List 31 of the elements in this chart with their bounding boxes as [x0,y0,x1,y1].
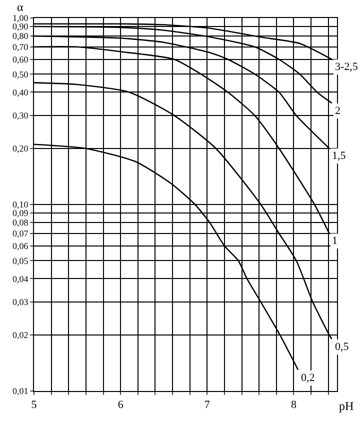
y-tick-label: 0,80 [12,31,29,42]
series-label: 2 [335,105,340,117]
y-tick-label: 0,30 [12,110,29,121]
y-tick-label: 1,00 [12,13,29,24]
y-tick-label: 0,02 [12,330,28,340]
y-tick-label: 0,04 [12,274,29,284]
y-tick-label: 0,20 [12,144,29,154]
y-tick-label: 0,40 [12,87,29,98]
y-tick-label: 0,06 [12,241,29,252]
y-tick-label: 0,09 [12,208,29,218]
y-tick-label: 0,07 [12,228,29,239]
series-label: 1 [332,235,338,247]
x-tick-label: 5 [31,399,38,412]
x-tick-label: 7 [204,399,210,412]
y-tick-label: 0,90 [12,22,29,32]
x-tick-label: 8 [290,399,297,412]
y-tick-label: 0,10 [12,200,29,210]
y-tick-label: 0,05 [12,256,29,266]
y-tick-label: 0,03 [12,297,29,308]
series-label: 3-2,5 [335,61,358,73]
y-tick-label: 0,08 [12,218,29,228]
series-label: 1,5 [332,150,346,162]
y-tick-label: 0,50 [12,69,29,80]
y-tick-label: 0,70 [12,42,29,52]
x-tick-label: 6 [118,399,124,412]
y-tick-label: 0,01 [12,386,28,396]
series-label: 0,5 [335,341,350,353]
y-tick-label: 0,60 [12,54,29,65]
series-label: 0,2 [301,372,315,384]
y-axis-title: α [17,0,24,14]
x-axis-title: pH [339,399,354,413]
